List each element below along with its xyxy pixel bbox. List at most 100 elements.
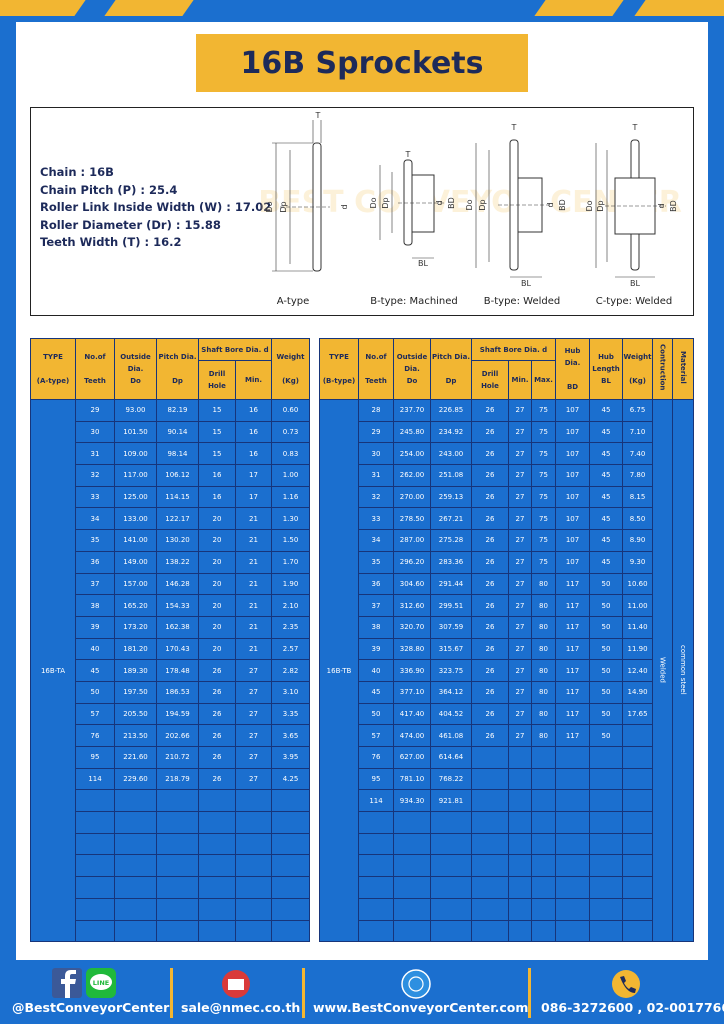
cell: 2.82 xyxy=(271,659,310,682)
cell: 34 xyxy=(358,529,394,552)
dim-label: BL xyxy=(630,279,640,288)
dim-label: Do xyxy=(585,200,594,211)
empty-cell xyxy=(198,854,236,878)
cell: 404.52 xyxy=(430,702,472,726)
cell: 27 xyxy=(235,724,272,747)
empty-cell xyxy=(114,832,157,856)
body-row xyxy=(31,876,310,899)
header-cell: Shaft Bore Dia. d xyxy=(470,338,557,361)
cell: 75 xyxy=(530,420,557,444)
empty-cell xyxy=(235,832,272,856)
cell: 80 xyxy=(530,572,557,596)
dim-label: BD xyxy=(447,197,456,209)
body-row xyxy=(31,854,310,878)
cell: 114.15 xyxy=(156,485,199,509)
empty-cell xyxy=(198,897,236,921)
cell: 229.60 xyxy=(114,767,157,791)
empty-cell xyxy=(75,919,115,943)
empty-cell xyxy=(430,811,472,834)
cell: 1.16 xyxy=(271,485,310,509)
cell: 267.21 xyxy=(430,507,472,531)
body-row xyxy=(320,919,694,943)
empty-cell xyxy=(75,832,115,856)
body-row xyxy=(320,832,694,856)
cell: 117 xyxy=(555,659,591,682)
cell: 93.00 xyxy=(114,399,157,422)
cell: 27 xyxy=(508,724,532,747)
empty-cell xyxy=(271,876,310,899)
body-row: 57 474.00 461.08 26 27 80 117 50 xyxy=(320,724,694,747)
body-row xyxy=(320,897,694,921)
watermark: BEST CONVEYOR CENTER xyxy=(258,185,682,220)
body-row: 114 229.60 218.79 26 27 4.25 xyxy=(31,767,310,791)
empty-cell xyxy=(508,897,532,921)
empty-cell xyxy=(589,876,624,899)
cell: 474.00 xyxy=(393,724,431,747)
body-row xyxy=(31,789,310,813)
empty-cell xyxy=(235,897,272,921)
cell: 27 xyxy=(508,464,532,487)
cell: 28 xyxy=(358,399,394,422)
footer-icons: LINE xyxy=(52,968,640,999)
empty-cell xyxy=(271,919,310,943)
header-cell: Shaft Bore Dia. d xyxy=(198,338,272,361)
empty-cell xyxy=(430,897,472,921)
separator xyxy=(170,968,173,1018)
empty-cell xyxy=(530,832,557,856)
cell: 181.20 xyxy=(114,637,157,661)
empty-cell xyxy=(555,767,591,791)
cell: 45 xyxy=(358,680,394,704)
empty-cell xyxy=(530,789,557,813)
empty-cell xyxy=(555,811,591,834)
empty-cell xyxy=(471,832,509,856)
body-row: 31 262.00 251.08 26 27 75 107 45 7.80 xyxy=(320,464,694,487)
cell: 3.95 xyxy=(271,746,310,769)
material-text: common steel xyxy=(679,644,688,695)
cell: 0.60 xyxy=(271,399,310,422)
cell: 4.25 xyxy=(271,767,310,791)
separator xyxy=(528,968,531,1018)
cell: 0.83 xyxy=(271,442,310,466)
cell: 287.00 xyxy=(393,529,431,552)
header-text: Material xyxy=(679,350,688,384)
cell: 320.70 xyxy=(393,615,431,639)
empty-cell xyxy=(156,789,199,813)
cell: 107 xyxy=(555,420,591,444)
cell: 26 xyxy=(471,420,509,444)
body-row xyxy=(31,919,310,943)
dim-label: Do xyxy=(369,197,378,208)
cell: 117.00 xyxy=(114,464,157,487)
body-row: 16B-TA 29 93.00 82.19 15 16 0.60 xyxy=(30,398,310,943)
body-row xyxy=(31,811,310,834)
table-b: TYPE (B-type) No.of Teeth Outside Dia. Do P… xyxy=(319,338,695,943)
cell: 75 xyxy=(530,399,557,422)
cell: 304.60 xyxy=(393,572,431,596)
empty-cell xyxy=(508,767,532,791)
cell: 75 xyxy=(530,507,557,531)
cell: 234.92 xyxy=(430,420,472,444)
cell: 270.00 xyxy=(393,485,431,509)
cell: 11.90 xyxy=(622,637,654,661)
empty-cell xyxy=(430,854,472,878)
cell: 27 xyxy=(235,659,272,682)
cell: 20 xyxy=(198,637,236,661)
header-cell: Hub Dia. BD xyxy=(555,338,591,400)
empty-cell xyxy=(508,919,532,943)
cell: 20 xyxy=(198,507,236,531)
cell: 57 xyxy=(75,702,115,726)
cell: 197.50 xyxy=(114,680,157,704)
empty-cell xyxy=(622,746,654,769)
cell: 117 xyxy=(555,615,591,639)
empty-cell xyxy=(555,919,591,943)
empty-cell xyxy=(555,897,591,921)
cell: 218.79 xyxy=(156,767,199,791)
cell: 76 xyxy=(358,746,394,769)
cell: 95 xyxy=(75,746,115,769)
body-row: 36 304.60 291.44 26 27 80 117 50 10.60 xyxy=(320,572,694,596)
subheader-cell: Max. xyxy=(530,360,557,400)
empty-cell xyxy=(75,854,115,878)
cell: 921.81 xyxy=(430,789,472,813)
empty-cell xyxy=(530,767,557,791)
cell: 26 xyxy=(471,702,509,726)
body-row: 37 157.00 146.28 20 21 1.90 xyxy=(31,572,310,596)
